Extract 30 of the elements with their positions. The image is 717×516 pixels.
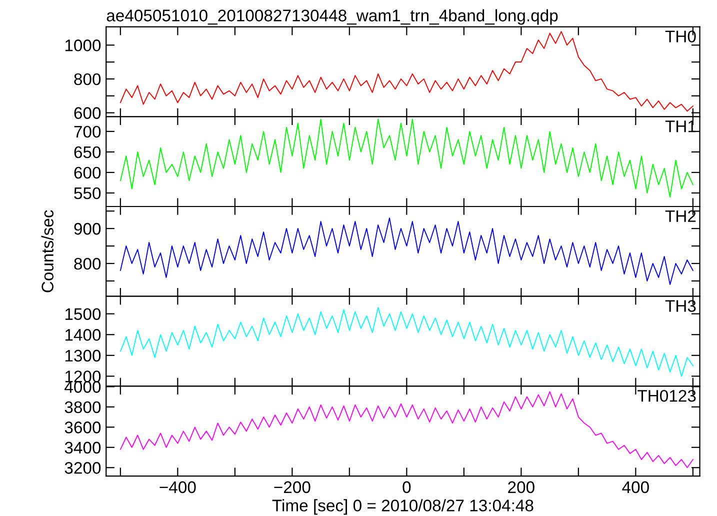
- y-tick-label: 800: [74, 258, 101, 270]
- text: TH0123: [638, 390, 696, 402]
- x-tick-label: −200: [274, 481, 310, 494]
- line-series: [120, 118, 694, 198]
- text: TH2: [665, 210, 696, 222]
- text: TH0: [665, 30, 696, 42]
- y-tick-label: 3400: [64, 442, 101, 454]
- y-tick-label: 3600: [64, 422, 101, 434]
- x-tick-label: 0: [402, 481, 411, 494]
- text: TH3: [665, 300, 696, 312]
- y-tick-label: 3200: [64, 462, 101, 474]
- y-tick-label: 4000: [64, 381, 101, 393]
- y-tick-label: 3800: [64, 401, 101, 414]
- x-axis-title: Time [sec] 0 = 2010/08/27 13:04:48: [272, 499, 534, 515]
- y-axis-title: Counts/sec: [41, 210, 54, 292]
- x-tick-label: 200: [508, 481, 534, 494]
- y-tick-label: 700: [74, 126, 101, 138]
- y-tick-label: 550: [74, 187, 101, 200]
- y-tick-label: 1300: [65, 350, 101, 362]
- y-tick-label: 1400: [65, 329, 101, 341]
- x-tick-label: 400: [622, 481, 649, 494]
- chart-title: ae405051010_20100827130448_wam1_trn_4band_long.qdp: [106, 9, 558, 25]
- y-tick-label: 650: [74, 146, 101, 158]
- x-tick-label: −400: [160, 481, 196, 494]
- y-tick-label: 600: [74, 107, 101, 119]
- y-tick-label: 1500: [65, 308, 101, 320]
- y-tick-label: 900: [74, 222, 101, 235]
- y-tick-label: 1000: [65, 40, 101, 52]
- y-tick-label: 600: [74, 166, 101, 179]
- y-tick-label: 800: [74, 73, 101, 86]
